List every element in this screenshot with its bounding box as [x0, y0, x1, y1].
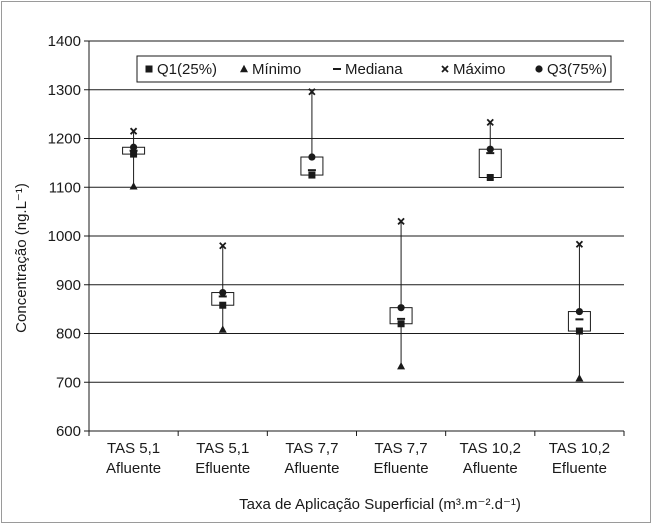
legend-marker-min — [240, 64, 248, 73]
legend-item-median: Mediana — [333, 61, 403, 78]
legend-label: Mediana — [345, 61, 403, 78]
box-5 — [478, 118, 502, 181]
legend-marker-q1 — [145, 65, 153, 73]
min-marker — [129, 182, 138, 190]
max-marker — [575, 240, 584, 248]
legend-marker-median — [333, 68, 341, 70]
x-marker-stroke — [441, 65, 449, 73]
min-marker — [218, 325, 227, 333]
y-tick-label: 900 — [56, 277, 81, 294]
q1-marker — [308, 171, 316, 179]
legend-box — [136, 55, 612, 83]
median-marker — [218, 295, 227, 298]
max-marker — [486, 118, 494, 127]
q3-marker — [397, 304, 405, 312]
x-marker-stroke — [308, 88, 316, 96]
min-marker — [575, 374, 584, 382]
max-marker — [308, 88, 316, 96]
box-2 — [211, 242, 235, 333]
q1-marker — [130, 150, 138, 158]
x-marker-stroke — [219, 242, 227, 250]
legend-label: Mínimo — [252, 61, 301, 78]
axes: 600 700 800 900 1000 1100 1200 1300 1400 TAS 5,1 A… — [48, 33, 625, 477]
x-marker-stroke — [397, 217, 405, 226]
x-tick-label: TAS 7,7 — [285, 440, 338, 457]
max-marker — [129, 127, 138, 135]
median-marker — [397, 317, 406, 320]
legend-item-max: Máximo — [441, 61, 506, 78]
x-tick-label: Efluente — [195, 460, 250, 477]
x-tick-label: TAS 5,1 — [196, 440, 249, 457]
x-tick-label: Afluente — [284, 460, 339, 477]
median-marker — [486, 152, 495, 155]
x-tick-label: TAS 5,1 — [107, 440, 160, 457]
y-tick-label: 800 — [56, 326, 81, 343]
legend-label: Máximo — [453, 61, 506, 78]
x-tick-label: TAS 10,2 — [460, 440, 521, 457]
y-tick-label: 700 — [56, 374, 81, 391]
legend-item-q1: Q1(25%) — [145, 61, 217, 78]
y-tick-label: 1300 — [48, 82, 81, 99]
q1-marker — [486, 174, 494, 181]
y-tick-label: 1400 — [48, 33, 81, 50]
q3-marker — [486, 145, 494, 153]
q3-marker — [219, 288, 227, 297]
x-axis-label: Taxa de Aplicação Superficial (m³.m⁻².d⁻… — [239, 496, 521, 513]
q1-marker — [575, 327, 583, 335]
y-tick-label: 1000 — [48, 228, 81, 245]
x-marker-stroke — [486, 118, 494, 127]
x-tick-label: Afluente — [463, 460, 518, 477]
gridlines — [89, 40, 624, 383]
x-tick-label: TAS 10,2 — [549, 440, 610, 457]
median-marker — [307, 169, 316, 172]
x-tick-label: Afluente — [106, 460, 161, 477]
box-1 — [122, 127, 146, 190]
q3-marker — [129, 143, 138, 151]
x-marker-stroke — [575, 240, 584, 248]
legend-marker-q3 — [535, 65, 543, 73]
legend-item-min: Mínimo — [240, 61, 301, 78]
box-3 — [300, 88, 324, 179]
data-series — [122, 88, 591, 382]
box-6 — [567, 240, 591, 382]
q1-marker — [219, 301, 227, 309]
legend-item-q3: Q3(75%) — [535, 61, 607, 78]
q3-marker — [575, 307, 584, 316]
q1-marker — [397, 320, 405, 328]
x-tick-label: Efluente — [552, 460, 607, 477]
legend: Q1(25%) Mínimo Mediana Máximo Q3(75%) — [136, 55, 612, 83]
legend-marker-max — [441, 65, 449, 73]
median-marker — [575, 318, 584, 321]
max-marker — [219, 242, 227, 250]
x-marker-stroke — [129, 127, 138, 135]
legend-label: Q3(75%) — [547, 61, 607, 78]
min-marker — [397, 361, 406, 370]
y-tick-label: 1200 — [48, 131, 81, 148]
y-tick-label: 1100 — [49, 179, 81, 196]
y-axis-label: Concentração (ng.L⁻¹) — [13, 183, 30, 333]
x-tick-label: Efluente — [374, 460, 429, 477]
box-4 — [389, 217, 413, 370]
legend-label: Q1(25%) — [157, 61, 217, 78]
max-marker — [397, 217, 405, 226]
q3-marker — [308, 153, 316, 161]
x-tick-label: TAS 7,7 — [375, 440, 428, 457]
y-tick-label: 600 — [56, 423, 81, 440]
